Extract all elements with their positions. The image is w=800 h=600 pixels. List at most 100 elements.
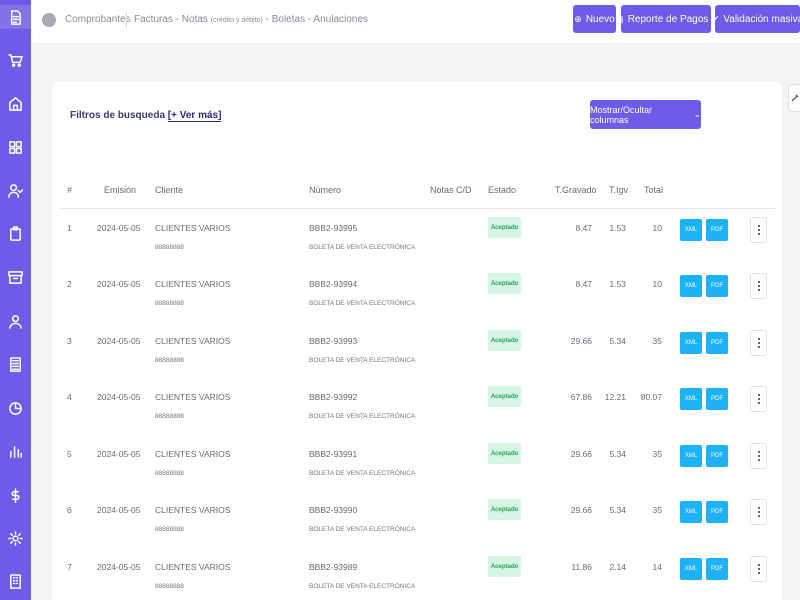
breadcrumb-facturas: Facturas - Notas (134, 14, 208, 25)
validacion-masiva-button[interactable]: ✔ Validación masiva (711, 5, 800, 33)
xml-download-button[interactable]: XML (680, 388, 702, 410)
header-emision[interactable]: Emisión (104, 185, 137, 195)
reporte-label: Reporte de Pagos (627, 13, 709, 25)
row-doc-type: BOLETA DE VENTA ELECTRÓNICA (309, 300, 416, 307)
row-actions-button[interactable] (750, 556, 767, 582)
row-igv: 1.53 (609, 279, 626, 289)
cart-icon[interactable] (0, 48, 31, 72)
user-check-icon[interactable] (0, 178, 31, 202)
row-actions-button[interactable] (750, 443, 767, 469)
status-badge: Aceptado (488, 217, 521, 238)
xml-download-button[interactable]: XML (680, 275, 702, 297)
row-index: 3 (67, 336, 72, 346)
breadcrumb-divider (126, 12, 127, 28)
row-gravado: 29.66 (570, 336, 592, 346)
row-emision: 2024-05-05 (97, 562, 141, 572)
check-icon: ✔ (711, 13, 720, 24)
pdf-download-button[interactable]: PDF (706, 219, 728, 241)
row-actions-button[interactable] (750, 330, 767, 356)
home-icon[interactable] (0, 91, 31, 115)
breadcrumb-root[interactable]: Comprobantes (65, 14, 131, 25)
toggle-columns-button[interactable]: Mostrar/Ocultar columnas ⌄ (590, 100, 701, 129)
plus-circle-icon: ⊕ (574, 13, 582, 24)
table-row: 3 2024-05-05 CLIENTES VARIOS 88888888 BBB2-9… (52, 322, 782, 378)
row-igv: 5.34 (609, 449, 626, 459)
breadcrumb-rest: - Boletas - Anulaciones (265, 14, 368, 25)
pdf-download-button[interactable]: PDF (706, 332, 728, 354)
row-total: 35 (652, 336, 662, 346)
kebab-dot (757, 455, 760, 457)
row-total: 35 (652, 505, 662, 515)
kebab-dot (757, 398, 760, 400)
kebab-dot (757, 394, 760, 396)
receipt-icon[interactable] (0, 352, 31, 376)
status-badge: Aceptado (488, 330, 521, 351)
row-emision: 2024-05-05 (97, 449, 141, 459)
xml-download-button[interactable]: XML (680, 332, 702, 354)
users-icon[interactable] (0, 309, 31, 333)
row-numero: BBB2-93994 (309, 279, 358, 289)
kebab-dot (757, 342, 760, 344)
customizer-tab[interactable] (788, 84, 800, 112)
row-actions-button[interactable] (750, 217, 767, 243)
row-numero: BBB2-93992 (309, 392, 358, 402)
row-total: 10 (652, 279, 662, 289)
row-doc-type: BOLETA DE VENTA ELECTRÓNICA (309, 583, 416, 590)
row-index: 4 (67, 392, 72, 402)
chevron-down-icon: ⌄ (693, 109, 701, 119)
nuevo-button[interactable]: ⊕ Nuevo (573, 5, 616, 33)
ver-mas-link[interactable]: [+ Ver más] (167, 110, 222, 122)
xml-download-button[interactable]: XML (680, 558, 702, 580)
row-total: 14 (652, 562, 662, 572)
header-estado: Estado (488, 185, 517, 195)
filters-toggle[interactable]: Filtros de busqueda [+ Ver más] (70, 110, 222, 122)
document-icon[interactable] (0, 5, 31, 29)
pencil-icon (791, 94, 799, 102)
header-cliente[interactable]: Cliente (155, 185, 184, 195)
row-gravado: 29.66 (570, 505, 592, 515)
breadcrumb-home-icon[interactable] (42, 13, 56, 27)
archive-icon[interactable] (0, 265, 31, 289)
xml-download-button[interactable]: XML (680, 501, 702, 523)
reporte-pagos-button[interactable]: ▣Reporte de Pagos▾ (615, 5, 717, 33)
pdf-download-button[interactable]: PDF (706, 558, 728, 580)
kebab-dot (757, 289, 760, 291)
building-icon[interactable] (0, 569, 31, 593)
row-index: 1 (67, 223, 72, 233)
gear-icon[interactable] (0, 526, 31, 550)
xml-download-button[interactable]: XML (680, 445, 702, 467)
row-cliente: CLIENTES VARIOS (155, 336, 231, 346)
breadcrumb-notas-sub: (crédito y débito) (210, 17, 263, 24)
bar-chart-icon[interactable] (0, 439, 31, 463)
row-actions-button[interactable] (750, 499, 767, 525)
row-index: 2 (67, 279, 72, 289)
header-numero[interactable]: Número (309, 185, 342, 195)
row-gravado: 67.86 (570, 392, 592, 402)
row-actions-button[interactable] (750, 386, 767, 412)
row-cliente-doc: 88888888 (155, 357, 184, 364)
pdf-download-button[interactable]: PDF (706, 501, 728, 523)
pdf-download-button[interactable]: PDF (706, 275, 728, 297)
kebab-dot (757, 338, 760, 340)
toggle-columns-label: Mostrar/Ocultar columnas (590, 104, 653, 125)
clipboard-icon[interactable] (0, 221, 31, 245)
row-cliente-doc: 88888888 (155, 470, 184, 477)
breadcrumb-current: Facturas - Notas (crédito y débito) - Bo… (134, 14, 368, 25)
row-doc-type: BOLETA DE VENTA ELECTRÓNICA (309, 526, 416, 533)
pdf-download-button[interactable]: PDF (706, 445, 728, 467)
kebab-dot (757, 451, 760, 453)
row-total: 35 (652, 449, 662, 459)
row-cliente-doc: 88888888 (155, 583, 184, 590)
pie-chart-icon[interactable] (0, 396, 31, 420)
row-numero: BBB2-93991 (309, 449, 358, 459)
table-row: 4 2024-05-05 CLIENTES VARIOS 88888888 BBB2-9… (52, 378, 782, 434)
row-actions-button[interactable] (750, 273, 767, 299)
dollar-icon[interactable] (0, 483, 31, 507)
row-total: 80.07 (640, 392, 662, 402)
pdf-download-button[interactable]: PDF (706, 388, 728, 410)
row-index: 5 (67, 449, 72, 459)
xml-download-button[interactable]: XML (680, 219, 702, 241)
grid-icon[interactable] (0, 135, 31, 159)
status-badge: Aceptado (488, 556, 521, 577)
row-gravado: 8.47 (575, 279, 592, 289)
